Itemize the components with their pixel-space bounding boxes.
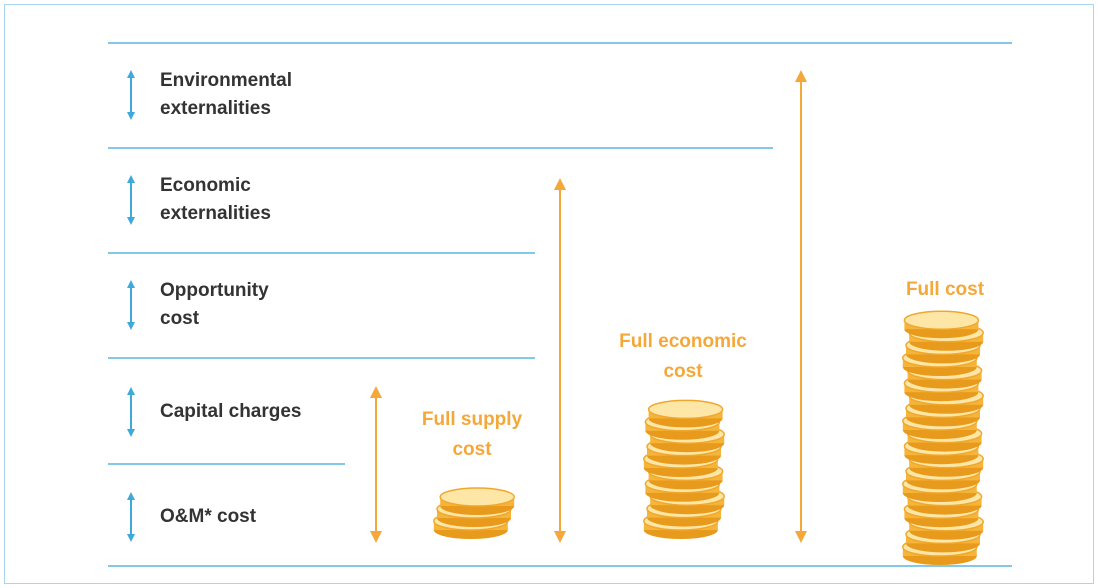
component-label: Capital charges (160, 398, 360, 426)
level-label: Full economic cost (603, 327, 763, 387)
component-label: Environmental externalities (160, 67, 325, 123)
coin-part (904, 311, 978, 329)
coin-part (649, 400, 723, 418)
level-label: Full cost (865, 275, 1025, 305)
diagram: Environmental externalities Economic ext… (0, 0, 1098, 588)
component-label: Economic externalities (160, 172, 325, 228)
component-label: O&M* cost (160, 503, 360, 531)
level-arrows (376, 76, 801, 537)
coin-part (440, 488, 514, 506)
level-label: Full supply cost (410, 405, 535, 465)
component-label: Opportunity cost (160, 277, 300, 333)
